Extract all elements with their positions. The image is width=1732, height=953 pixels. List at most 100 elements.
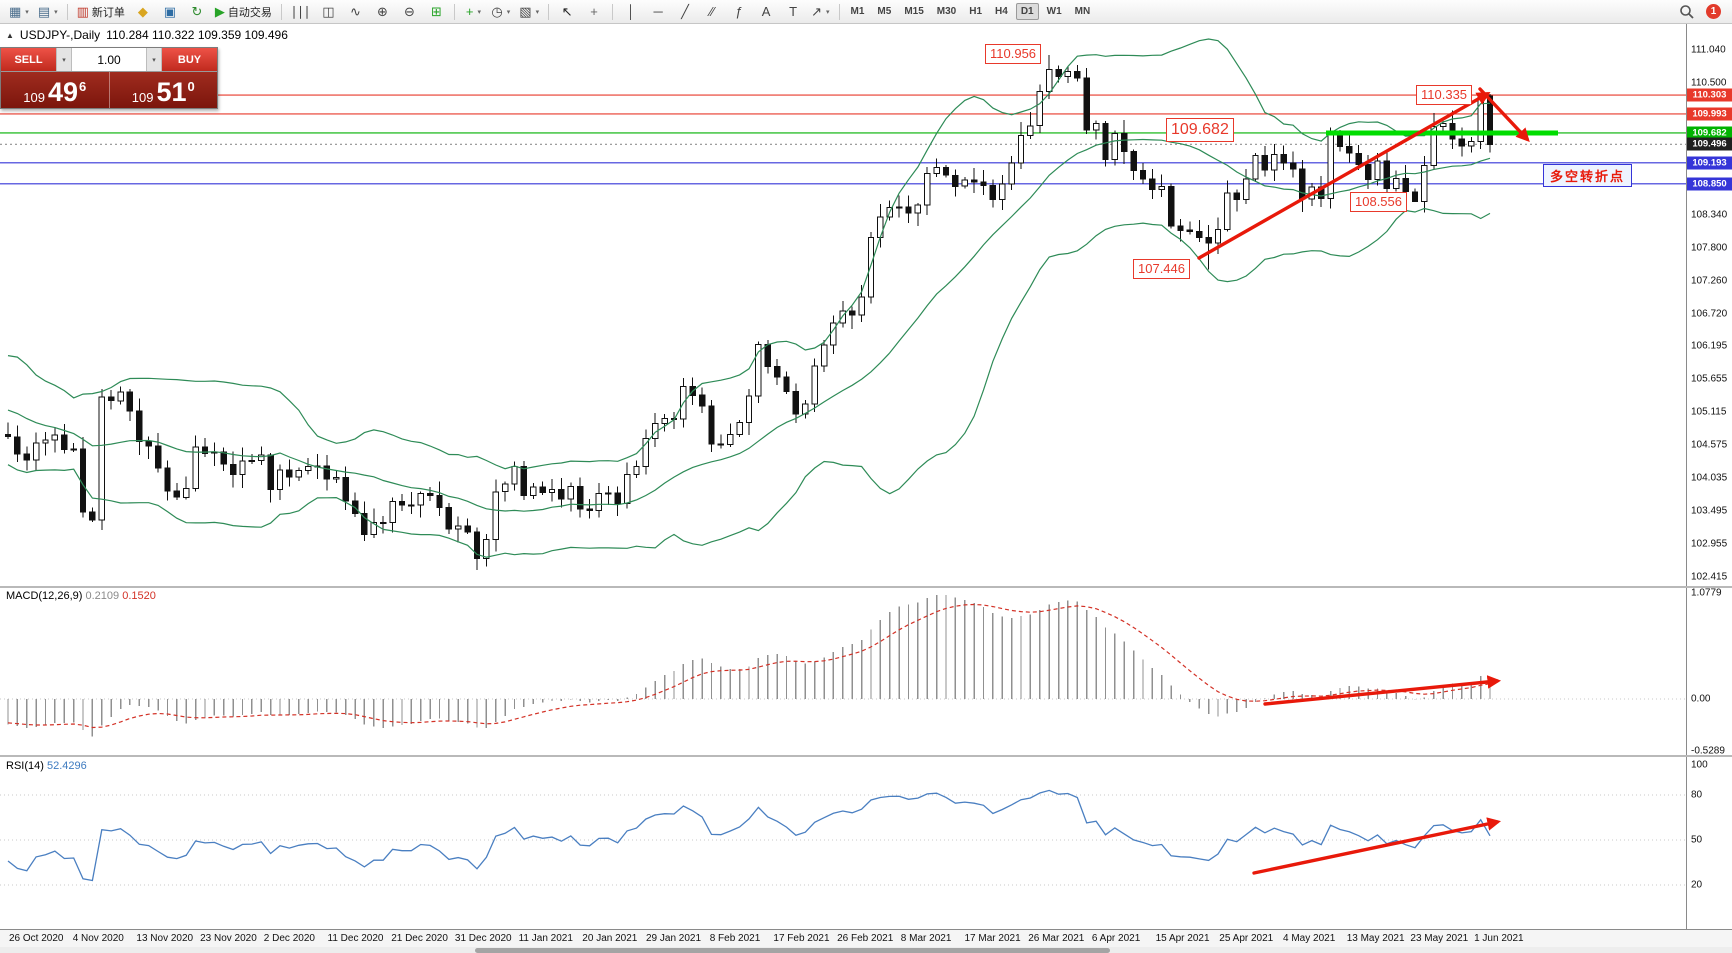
terminal-icon: ▣ xyxy=(163,4,177,19)
crosshair-button[interactable]: + xyxy=(581,1,607,23)
date-label: 6 Apr 2021 xyxy=(1091,933,1141,944)
horizontal-scrollbar[interactable] xyxy=(475,948,1110,953)
candle-chart-button[interactable]: ◫ xyxy=(315,1,341,23)
tile-windows-button[interactable]: ⊞ xyxy=(423,1,449,23)
autotrade-button[interactable]: ▶ 自动交易 xyxy=(211,1,276,23)
chevron-down-icon: ▾ xyxy=(535,8,540,16)
refresh-button[interactable]: ↻ xyxy=(184,1,210,23)
trendline-button[interactable]: ╱ xyxy=(672,1,698,23)
text-button[interactable]: A xyxy=(753,1,779,23)
trend-arrow[interactable] xyxy=(1478,87,1530,142)
price-tag: 109.682 xyxy=(1687,126,1732,140)
bid-price[interactable]: 109 49 6 xyxy=(1,72,109,108)
time-axis[interactable]: 26 Oct 2020 4 Nov 2020 13 Nov 2020 23 Nov 2… xyxy=(0,929,1732,948)
autotrade-icon: ▶ xyxy=(214,4,225,19)
buy-button[interactable]: BUY xyxy=(162,48,217,71)
bar-chart-button[interactable]: ∣∣∣ xyxy=(287,1,315,23)
price-tag: 109.496 xyxy=(1687,137,1732,151)
tab-m5[interactable]: M5 xyxy=(877,6,892,17)
bar-chart-icon: ∣∣∣ xyxy=(290,4,311,19)
fibonacci-button[interactable]: ƒ xyxy=(726,1,752,23)
new-order-button[interactable]: ▥ 新订单 xyxy=(73,1,129,23)
periods-button[interactable]: ◷ ▾ xyxy=(487,1,514,23)
crosshair-icon: + xyxy=(590,4,598,19)
search-button[interactable] xyxy=(1673,1,1699,23)
label-button[interactable]: T xyxy=(780,1,806,23)
terminal-button[interactable]: ▣ xyxy=(157,1,183,23)
volume-stepper-right[interactable]: ▾ xyxy=(146,48,162,71)
zoom-out-button[interactable]: ⊖ xyxy=(396,1,422,23)
tab-m30[interactable]: M30 xyxy=(936,6,957,17)
date-label: 23 May 2021 xyxy=(1410,933,1469,944)
toolbar-separator xyxy=(612,3,614,20)
profiles-button[interactable]: ▤ ▾ xyxy=(34,1,62,23)
cursor-button[interactable]: ↖ xyxy=(554,1,580,23)
price-scale[interactable]: 111.040 110.500 108.340 107.800 107.260 106.7… xyxy=(1686,24,1732,947)
date-label: 20 Jan 2021 xyxy=(582,933,638,944)
tab-m1[interactable]: M1 xyxy=(850,6,865,17)
macd-scale-label: 1.0779 xyxy=(1691,587,1722,599)
templates-icon: ▧ xyxy=(519,4,532,19)
ask-price[interactable]: 109 51 0 xyxy=(108,72,218,108)
macd-pane xyxy=(7,595,1491,737)
price-tag: 109.193 xyxy=(1687,156,1732,170)
tab-d1[interactable]: D1 xyxy=(1015,3,1039,20)
tab-w1[interactable]: W1 xyxy=(1046,6,1062,17)
scale-label: 104.575 xyxy=(1691,439,1728,451)
notification-badge[interactable]: 1 xyxy=(1706,4,1721,19)
tab-h4[interactable]: H4 xyxy=(995,6,1008,17)
volume-stepper-left[interactable]: ▾ xyxy=(56,48,72,71)
candles xyxy=(4,55,1494,571)
rsi-scale-label: 50 xyxy=(1691,834,1703,846)
note-box[interactable]: 多空转折点 xyxy=(1543,164,1633,187)
collapse-icon[interactable]: ▲ xyxy=(6,30,14,40)
macd-scale-label: 0.00 xyxy=(1691,693,1711,705)
tab-m15[interactable]: M15 xyxy=(904,6,924,17)
price-annotation-label[interactable]: 108.556 xyxy=(1350,192,1407,212)
trend-arrow[interactable] xyxy=(1197,91,1491,260)
indicators-button[interactable]: + ▾ xyxy=(460,1,486,23)
templates-button[interactable]: ▧ ▾ xyxy=(515,1,543,23)
new-chart-button[interactable]: ▦ ▾ xyxy=(5,1,33,23)
tab-mn[interactable]: MN xyxy=(1074,6,1091,17)
line-chart-button[interactable]: ∿ xyxy=(342,1,368,23)
trend-arrow[interactable] xyxy=(1252,817,1501,875)
price-tag: 110.303 xyxy=(1687,88,1732,102)
candle-chart-icon: ◫ xyxy=(322,4,335,19)
price-annotation-label[interactable]: 110.335 xyxy=(1416,85,1473,105)
toolbar-separator xyxy=(838,3,840,20)
vertical-line-icon: │ xyxy=(627,4,636,19)
pane-separator[interactable] xyxy=(0,586,1732,588)
scale-label: 111.040 xyxy=(1691,44,1726,56)
rsi-pane xyxy=(7,789,1491,882)
tab-h1[interactable]: H1 xyxy=(969,6,983,17)
scale-label: 103.495 xyxy=(1691,505,1728,517)
date-label: 29 Jan 2021 xyxy=(646,933,702,944)
vertical-line-button[interactable]: │ xyxy=(618,1,644,23)
ask-big: 51 xyxy=(156,77,187,107)
bollinger-bands xyxy=(7,38,1491,558)
deposit-button[interactable]: ◆ xyxy=(130,1,156,23)
channel-button[interactable]: ∕∕ xyxy=(699,1,725,23)
ohlc-values: 110.284 110.322 109.359 109.496 xyxy=(106,28,288,42)
price-annotation-label[interactable]: 107.446 xyxy=(1133,259,1190,279)
toolbar-separator xyxy=(454,3,456,20)
trend-arrows xyxy=(1197,87,1530,875)
macd-scale-label: -0.5289 xyxy=(1691,745,1725,757)
sell-button[interactable]: SELL xyxy=(1,48,56,71)
arrows-button[interactable]: ↗ ▾ xyxy=(807,1,833,23)
scale-label: 104.035 xyxy=(1691,472,1728,484)
price-annotation-label[interactable]: 110.956 xyxy=(985,44,1042,64)
price-annotation-label[interactable]: 109.682 xyxy=(1166,118,1234,142)
chart-title: ▲ USDJPY-,Daily 110.284 110.322 109.359 … xyxy=(6,28,288,42)
indicators-icon: + xyxy=(465,4,474,19)
pane-separator[interactable] xyxy=(0,755,1732,757)
horizontal-line-button[interactable]: ─ xyxy=(645,1,671,23)
trend-arrow[interactable] xyxy=(1263,675,1502,706)
rsi-scale-label: 20 xyxy=(1691,879,1703,891)
macd-signal-line xyxy=(7,603,1491,729)
date-label: 11 Dec 2020 xyxy=(327,933,384,944)
volume-input[interactable]: 1.00 xyxy=(72,48,146,71)
zoom-in-button[interactable]: ⊕ xyxy=(369,1,395,23)
